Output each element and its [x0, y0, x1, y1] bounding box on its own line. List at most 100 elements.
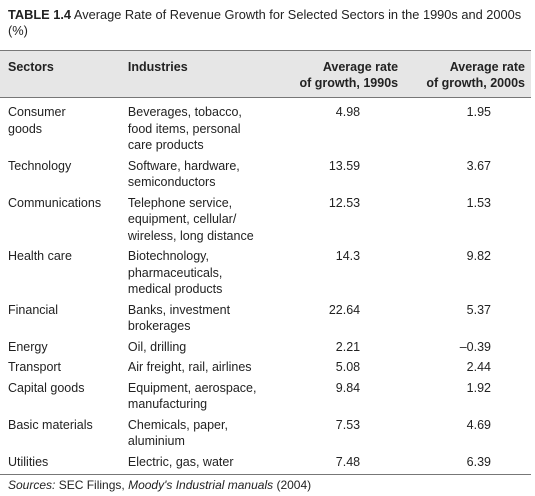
table-cell: Equipment, aerospace, manufacturing	[120, 380, 276, 417]
cell-line: Health care	[8, 249, 72, 263]
table-cell: Utilities	[0, 454, 120, 475]
cell-line: food items, personal	[127, 121, 241, 136]
cell-line: Communications	[8, 195, 102, 210]
cell-line: Sectors	[8, 60, 54, 74]
source-note: Sources: SEC Filings, Moody's Industrial…	[8, 478, 311, 492]
table-row: Capital goods Equipment, aerospace, manufa…	[0, 380, 531, 417]
table-cell: 5.08	[335, 360, 361, 374]
cell-line: care products	[127, 138, 204, 152]
table-cell: 22.64	[328, 302, 361, 317]
table-cell: Technology	[0, 158, 120, 195]
header-row: Sectors Industries Average rate of growth, …	[0, 50, 531, 98]
source-text: (2004)	[276, 478, 312, 492]
table-header: Sectors Industries Average rate of growth, …	[0, 50, 531, 98]
cell-line: semiconductors	[127, 175, 216, 189]
cell-line: Energy	[8, 339, 48, 354]
table-cell: 5.37	[466, 302, 491, 317]
title-text: Average Rate of Revenue Growth for Selec…	[8, 7, 522, 38]
table-cell: Air freight, rail, airlines	[120, 359, 276, 380]
cell-line: Software, hardware,	[127, 158, 240, 173]
cell-line: of growth, 2000s	[426, 76, 525, 90]
table-cell: Communications	[0, 195, 120, 249]
cell-line: Industries	[127, 60, 188, 74]
table-cell: Transport	[0, 359, 120, 380]
table-cell: Banks, investment brokerages	[120, 302, 276, 339]
table-cell: 2.21	[335, 339, 361, 354]
cell-line: Technology	[8, 158, 72, 173]
table-cell: Beverages, tobacco, food items, personal c…	[120, 98, 276, 158]
table-cell: 7.48	[335, 454, 361, 469]
cell-line: Utilities	[8, 454, 49, 469]
cell-line: aluminium	[127, 434, 185, 448]
cell-line: Transport	[8, 360, 62, 374]
table-body: Consumer goods Beverages, tobacco, food ite…	[0, 98, 531, 475]
table-cell: Oil, drilling	[120, 339, 276, 360]
table-cell: Capital goods	[0, 380, 120, 417]
cell-line: medical products	[127, 282, 223, 296]
table-row: Energy Oil, drilling 2.21 –0.39	[0, 339, 531, 360]
cell-line: manufacturing	[127, 397, 208, 411]
table-cell: Health care	[0, 248, 120, 302]
cell-line: Oil, drilling	[127, 339, 187, 354]
cell-line: Beverages, tobacco,	[127, 105, 242, 119]
cell-line: Biotechnology,	[127, 249, 209, 263]
table-cell: 9.84	[335, 380, 361, 395]
cell-line: Electric, gas, water	[127, 454, 234, 469]
table-row: Transport Air freight, rail, airlines 5.08…	[0, 359, 531, 380]
table-cell: Software, hardware, semiconductors	[120, 158, 276, 195]
table-cell: Basic materials	[0, 417, 120, 454]
table-row: Consumer goods Beverages, tobacco, food ite…	[0, 98, 531, 158]
source-italic: Moody's Industrial manuals	[128, 478, 274, 492]
table-row: Technology Software, hardware, semiconduct…	[0, 158, 531, 195]
table-row: Utilities Electric, gas, water 7.48 6.39	[0, 454, 531, 475]
cell-line: Consumer	[8, 105, 66, 119]
cell-line: Average rate	[449, 60, 525, 74]
table-cell: 14.3	[335, 249, 361, 263]
table-cell: 4.98	[335, 105, 361, 119]
table-row: Financial Banks, investment brokerages 22.6…	[0, 302, 531, 339]
cell-line: Basic materials	[8, 417, 93, 432]
table-cell: 1.95	[466, 105, 491, 119]
cell-line: Average rate	[322, 60, 399, 74]
cell-line: pharmaceuticals,	[127, 265, 223, 280]
table-cell: Telephone service, equipment, cellular/wi…	[120, 195, 276, 249]
column-header: Average rate of growth, 1990s	[276, 51, 398, 98]
cell-line: of growth, 1990s	[299, 76, 399, 90]
column-header: Industries	[120, 51, 276, 98]
table-cell: 1.92	[466, 380, 491, 395]
table-cell: 9.82	[466, 249, 491, 263]
table-cell: Financial	[0, 302, 120, 339]
cell-line: Telephone service,	[127, 195, 233, 210]
cell-line: wireless, long distance	[127, 228, 254, 243]
source-text: SEC Filings,	[58, 478, 125, 492]
column-header: Average rate of growth, 2000s	[398, 51, 531, 98]
table-cell: Consumer goods	[0, 98, 120, 158]
cell-line: Chemicals, paper,	[127, 417, 228, 432]
table-cell: 3.67	[466, 158, 491, 173]
table-cell: 12.53	[328, 195, 361, 210]
cell-line: Air freight, rail, airlines	[127, 360, 252, 374]
cell-line: Banks, investment	[127, 302, 231, 317]
table-number: TABLE 1.4	[8, 7, 72, 22]
table-cell: 2.44	[466, 360, 491, 374]
table-cell: –0.39	[459, 339, 491, 354]
table-cell: Chemicals, paper, aluminium	[120, 417, 276, 454]
table-row: Basic materials Chemicals, paper, aluminiu…	[0, 417, 531, 454]
column-header: Sectors	[0, 51, 120, 98]
table-row: Health care Biotechnology, pharmaceuticals…	[0, 248, 531, 302]
cell-line: Equipment, aerospace,	[127, 380, 257, 395]
data-table: Sectors Industries Average rate of growth, …	[0, 50, 531, 475]
table-cell: 7.53	[335, 417, 361, 432]
cell-line: goods	[8, 121, 43, 136]
cell-line: brokerages	[127, 319, 191, 333]
table-title: TABLE 1.4 Average Rate of Revenue Growth…	[8, 7, 528, 39]
table-cell: Biotechnology, pharmaceuticals, medical pr…	[120, 248, 276, 302]
source-label: Sources:	[8, 478, 56, 492]
cell-line: Capital goods	[8, 380, 85, 395]
table-cell: Energy	[0, 339, 120, 360]
table-row: Communications Telephone service, equipmen…	[0, 195, 531, 249]
table-cell: 4.69	[466, 417, 491, 432]
table-cell: Electric, gas, water	[120, 454, 276, 475]
cell-line: Financial	[8, 302, 59, 317]
